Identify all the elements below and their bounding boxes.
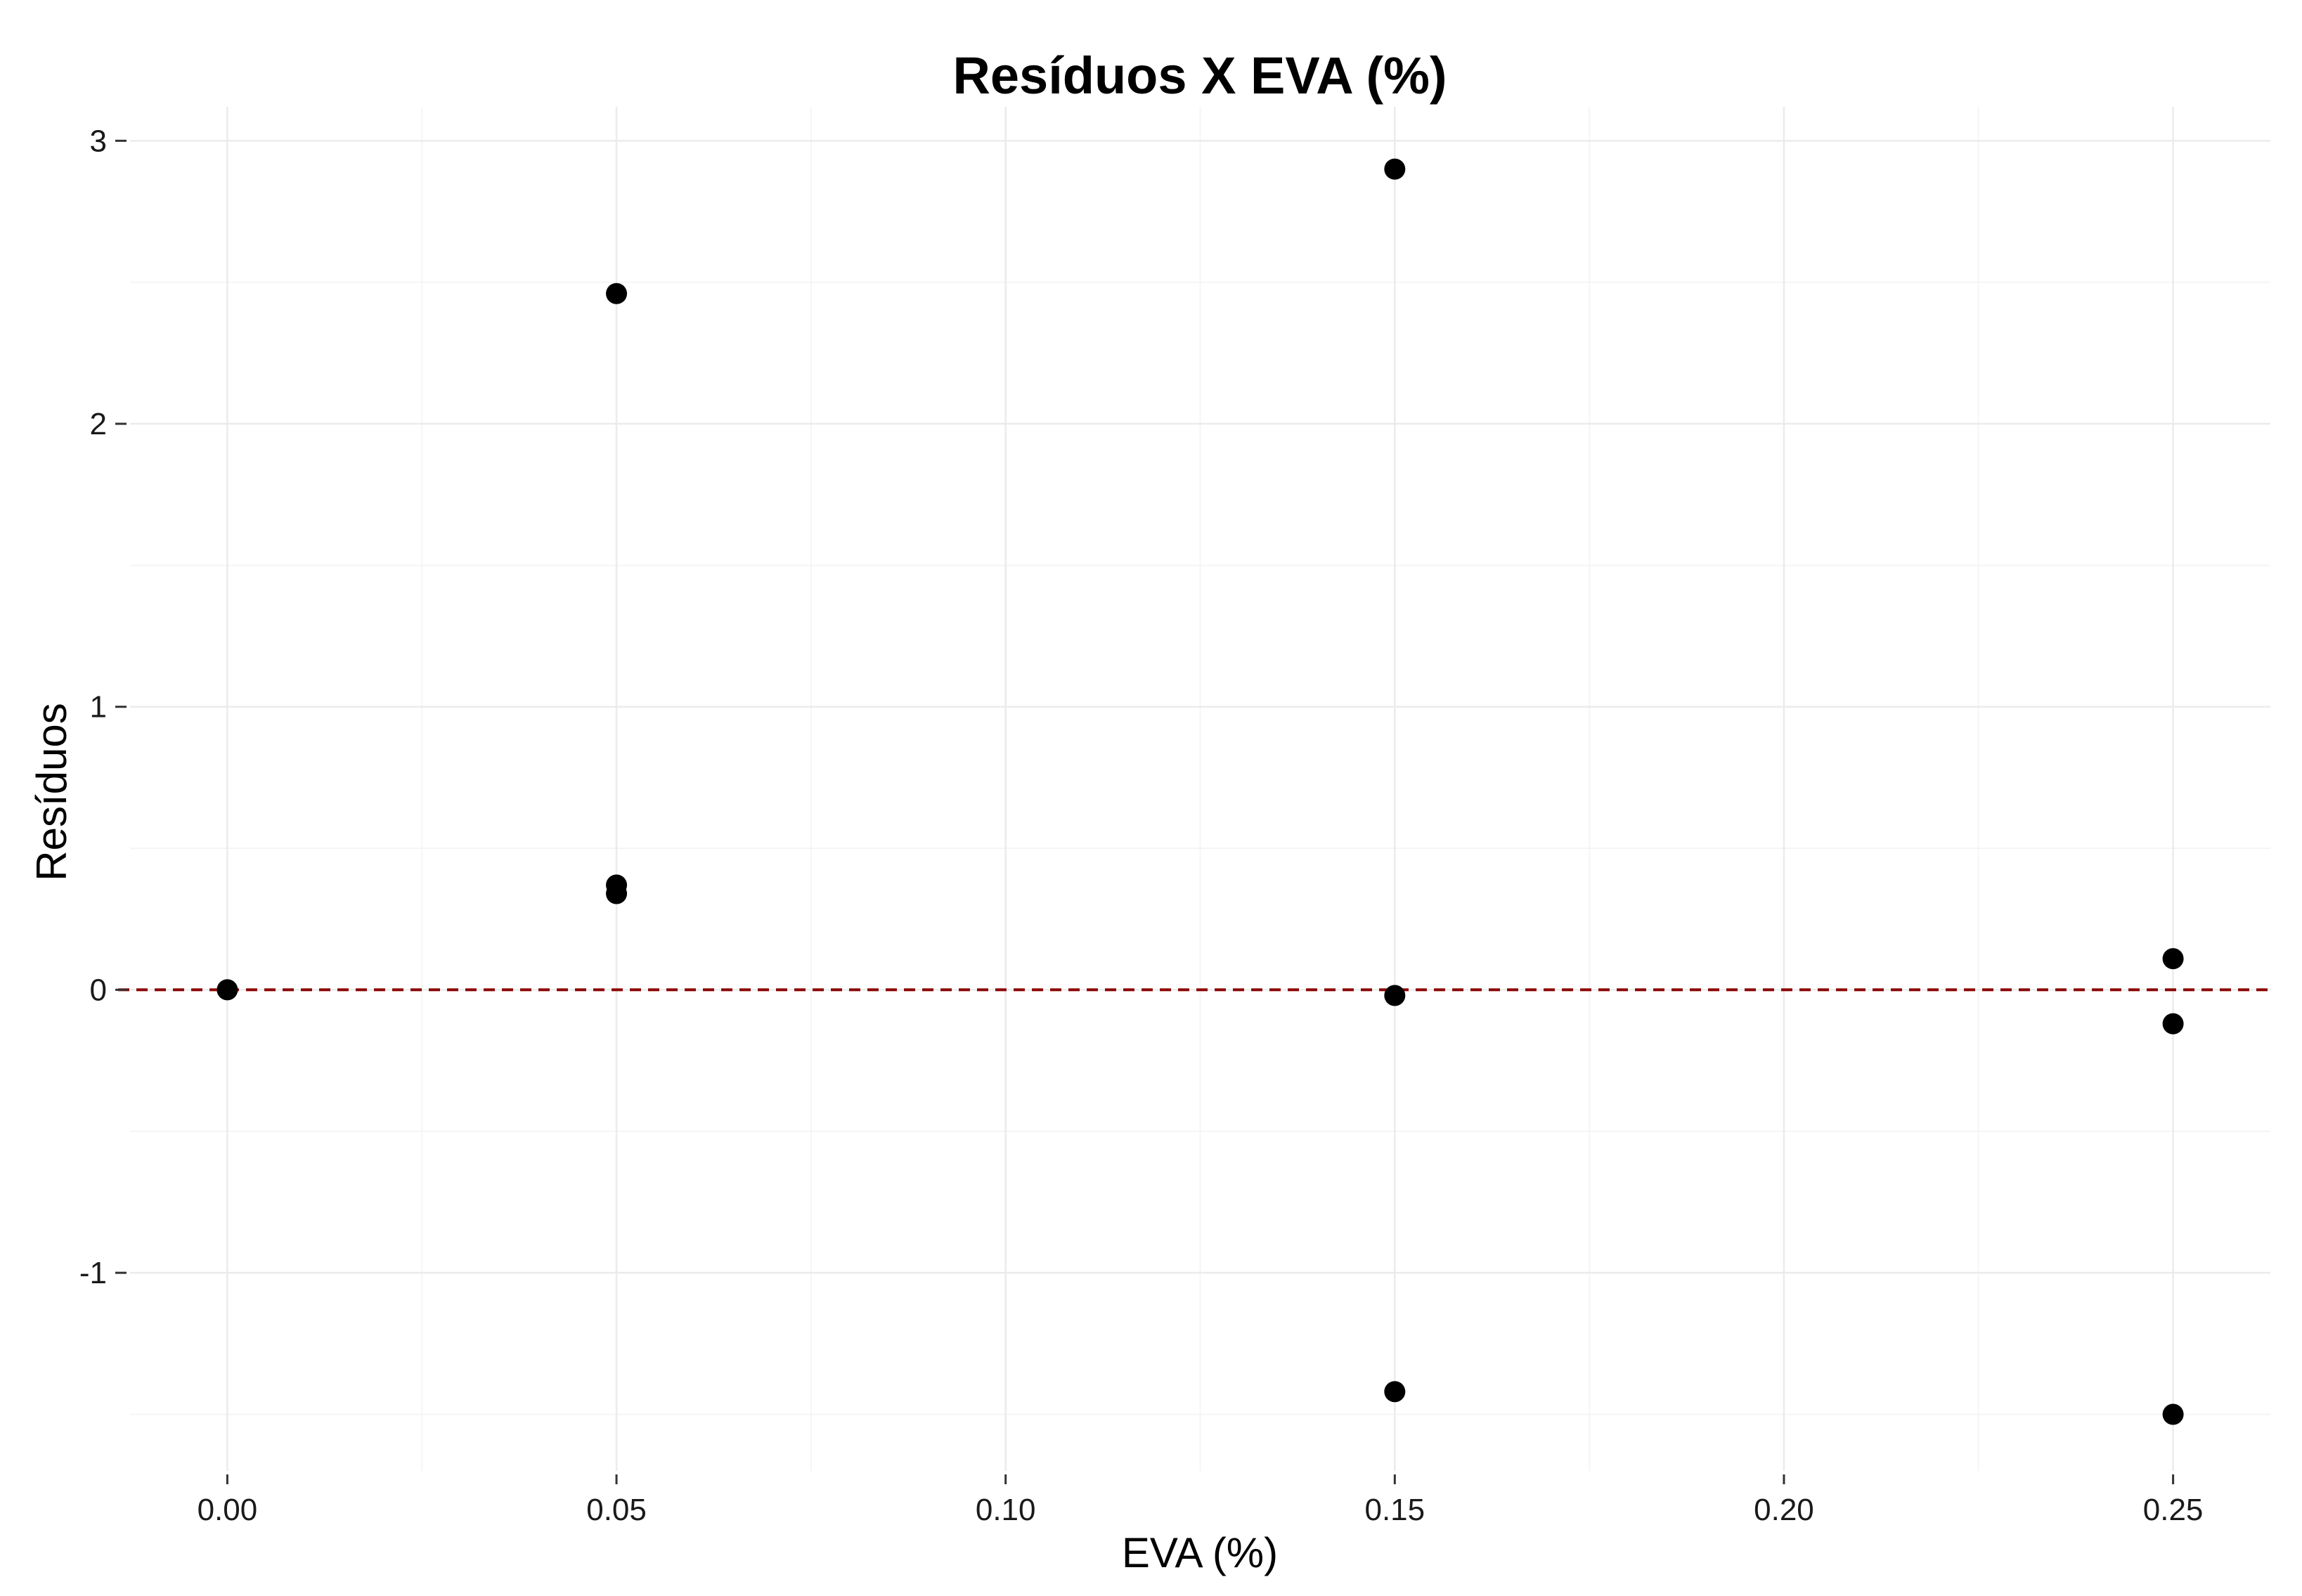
y-tick-label: 1 (90, 690, 107, 725)
grid-layer (130, 107, 2270, 1471)
x-tick-label: 0.15 (1364, 1493, 1425, 1527)
data-point (1384, 1381, 1406, 1403)
x-tick-label: 0.05 (586, 1493, 647, 1527)
data-point (2162, 1403, 2184, 1425)
data-point (606, 883, 628, 904)
x-tick-label: 0.10 (976, 1493, 1036, 1527)
x-tick-label: 0.00 (198, 1493, 258, 1527)
y-tick-label: 3 (90, 124, 107, 158)
data-point (2162, 948, 2184, 970)
data-point (1384, 985, 1406, 1006)
y-tick-label: -1 (79, 1256, 107, 1290)
x-tick-label: 0.20 (1754, 1493, 1814, 1527)
y-tick-label: 2 (90, 407, 107, 441)
x-tick-label: 0.25 (2143, 1493, 2204, 1527)
point-layer (216, 158, 2184, 1425)
data-point (1384, 158, 1406, 180)
x-axis-label: EVA (%) (1122, 1529, 1278, 1576)
chart-title: Resíduos X EVA (%) (952, 46, 1447, 105)
y-axis-label: Resíduos (28, 703, 75, 881)
data-point (606, 283, 628, 304)
data-point (2162, 1013, 2184, 1034)
y-tick-label: 0 (90, 973, 107, 1007)
data-point (216, 979, 238, 1001)
axis-layer: -1 0 1 2 3 0.00 0.05 0.10 0.15 0.20 0.25 (79, 124, 2204, 1527)
